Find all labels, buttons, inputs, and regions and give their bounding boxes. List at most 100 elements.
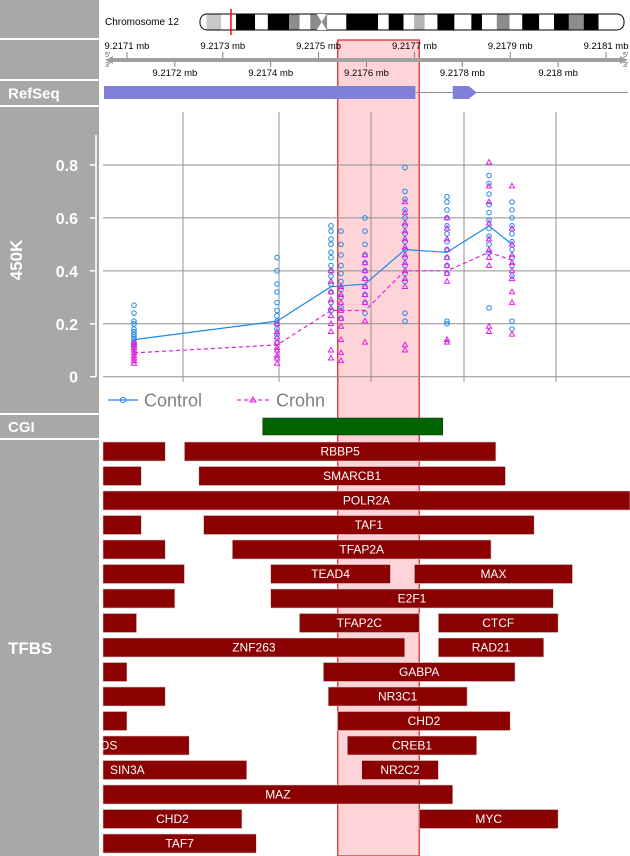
series-crohn (130, 158, 516, 366)
track-title-tfbs: TFBS (8, 639, 52, 658)
tfbs-bar (102, 760, 248, 780)
tfbs-feature: GABPA (323, 662, 516, 682)
data-point-crohn (337, 322, 345, 329)
legend-marker-crohn (249, 396, 257, 403)
data-point-crohn (401, 208, 409, 215)
tfbs-label: MAZ (265, 788, 290, 802)
data-point-control (486, 191, 492, 197)
data-point-crohn (327, 304, 335, 311)
data-point-crohn (401, 346, 409, 353)
data-point-crohn (361, 259, 369, 266)
tfbs-label: TEAD4 (311, 567, 350, 581)
data-point-control (274, 331, 280, 338)
data-point-crohn (327, 312, 335, 319)
cytoband (327, 14, 347, 30)
track-title-cgi: CGI (8, 419, 35, 436)
axis-major-label: 9.2179 mb (488, 41, 533, 52)
data-point-crohn (401, 235, 409, 242)
data-point-crohn (485, 327, 493, 335)
data-point-control (131, 320, 137, 327)
data-point-control (338, 252, 344, 258)
data-point-crohn (485, 322, 493, 329)
refseq-strand-arrow (452, 86, 477, 99)
data-point-crohn (401, 227, 409, 234)
cytoband (598, 14, 624, 30)
data-point-crohn (508, 330, 516, 337)
tfbs-feature (102, 613, 137, 633)
data-point-crohn (327, 319, 335, 327)
cytoband (255, 14, 268, 30)
data-point-control (444, 223, 450, 229)
data-point-control (131, 331, 137, 338)
data-point-crohn (401, 198, 409, 205)
tfbs-bar (327, 686, 468, 707)
data-point-crohn (485, 158, 493, 165)
data-point-control (509, 215, 515, 221)
data-point-crohn (443, 277, 451, 284)
data-point-crohn (401, 259, 409, 266)
series-line-control (133, 225, 513, 341)
data-point-control (328, 241, 334, 248)
data-point-crohn (443, 253, 451, 260)
tfbs-feature: CHD2 (102, 809, 243, 829)
data-point-crohn (361, 267, 369, 274)
data-point-control (131, 318, 137, 324)
tfbs-label: RAD21 (472, 641, 511, 655)
tfbs-feature: MYC (418, 809, 559, 829)
data-point-crohn (401, 243, 409, 250)
data-point-control (338, 228, 344, 234)
tfbs-bar (102, 515, 142, 535)
tfbs-bar (102, 662, 128, 682)
tfbs-feature: SMARCB1 (198, 466, 506, 486)
tfbs-feature: CTCF (438, 613, 559, 633)
tfbs-label: RBBP5 (320, 445, 360, 459)
chromosome-outline (199, 13, 625, 31)
data-point-control (362, 215, 368, 221)
data-point-crohn (508, 224, 516, 231)
data-point-crohn (327, 267, 335, 274)
data-point-control (444, 207, 450, 213)
series-control (131, 164, 515, 351)
data-point-crohn (443, 335, 451, 342)
tfbs-label: OS (100, 739, 117, 753)
cgi-island (262, 417, 444, 436)
tfbs-label: CTCF (482, 616, 514, 630)
data-point-control (486, 217, 492, 224)
data-point-control (486, 172, 492, 179)
data-point-crohn (130, 359, 138, 366)
cytoband (346, 14, 379, 30)
tfbs-feature: CHD2 (337, 711, 511, 731)
y-tick-label: 0.2 (56, 317, 78, 334)
tfbs-label: TAF7 (165, 837, 194, 851)
data-point-control (274, 254, 280, 261)
track-title-panel-axis (0, 40, 99, 79)
data-point-control (402, 207, 408, 213)
axis-minor-label: 9.218 mb (538, 68, 578, 79)
tfbs-feature: SIN3A (102, 760, 248, 780)
tfbs-label: MAX (480, 567, 506, 581)
data-point-crohn (337, 357, 345, 364)
data-point-control (444, 318, 450, 324)
data-point-control (274, 289, 280, 295)
tfbs-feature: MAX (414, 564, 573, 584)
tfbs-feature (102, 686, 166, 707)
axis-major-label: 9.2173 mb (200, 41, 245, 52)
data-point-control (362, 228, 368, 234)
data-point-control (444, 238, 450, 245)
data-point-crohn (361, 338, 369, 345)
data-point-crohn (485, 219, 493, 226)
data-point-control (444, 199, 450, 205)
axis-minor-label: 9.2172 mb (152, 68, 197, 79)
cytoband (583, 14, 599, 30)
tfbs-bar (102, 466, 142, 486)
data-point-control (402, 318, 408, 324)
tfbs-label: GABPA (399, 665, 439, 679)
tfbs-bar (299, 613, 420, 633)
tfbs-feature: RAD21 (438, 637, 545, 658)
tfbs-label: CHD2 (156, 812, 189, 826)
strand-left-top: 5' (105, 52, 110, 59)
centromere-notch-bottom (316, 22, 327, 30)
cytoband (388, 14, 404, 30)
axis-major-label: 9.2181 mb (584, 41, 629, 52)
data-point-crohn (337, 298, 345, 305)
